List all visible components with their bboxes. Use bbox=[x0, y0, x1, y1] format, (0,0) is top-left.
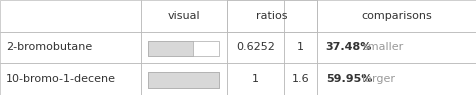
Bar bbox=[283, 0, 317, 32]
Text: 1: 1 bbox=[251, 74, 258, 84]
Bar bbox=[0, 32, 140, 63]
Text: 1.6: 1.6 bbox=[291, 74, 308, 84]
Bar bbox=[148, 72, 219, 88]
Text: smaller: smaller bbox=[361, 42, 402, 53]
Bar bbox=[283, 63, 317, 95]
Text: 2-bromobutane: 2-bromobutane bbox=[6, 42, 92, 53]
Bar bbox=[226, 32, 283, 63]
Text: visual: visual bbox=[167, 11, 199, 21]
Bar bbox=[148, 41, 192, 56]
Bar bbox=[148, 72, 219, 88]
Bar bbox=[317, 32, 476, 63]
Bar bbox=[317, 0, 476, 32]
Text: ratios: ratios bbox=[256, 11, 287, 21]
Text: 59.95%: 59.95% bbox=[325, 74, 371, 84]
Bar bbox=[0, 0, 140, 32]
Text: 10-bromo-1-decene: 10-bromo-1-decene bbox=[6, 74, 116, 84]
Text: 37.48%: 37.48% bbox=[325, 42, 371, 53]
Bar bbox=[0, 63, 140, 95]
Text: larger: larger bbox=[361, 74, 394, 84]
Bar bbox=[226, 63, 283, 95]
Bar bbox=[317, 63, 476, 95]
Text: 1: 1 bbox=[297, 42, 303, 53]
Bar bbox=[226, 0, 283, 32]
Text: comparisons: comparisons bbox=[361, 11, 432, 21]
Bar bbox=[140, 32, 226, 63]
Bar bbox=[140, 63, 226, 95]
Bar bbox=[226, 0, 317, 32]
Bar bbox=[283, 32, 317, 63]
Bar bbox=[148, 41, 219, 56]
Text: 0.6252: 0.6252 bbox=[235, 42, 274, 53]
Bar bbox=[140, 0, 226, 32]
